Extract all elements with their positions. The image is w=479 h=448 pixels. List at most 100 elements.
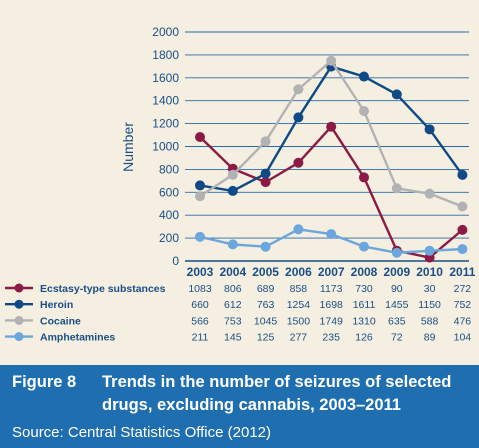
series-group xyxy=(195,61,468,196)
grid-lines xyxy=(185,31,469,262)
table-cell-value: 211 xyxy=(192,332,209,344)
y-tick-label: 1200 xyxy=(152,117,179,131)
legend-swatch-marker xyxy=(14,332,24,342)
table-cell-value: 476 xyxy=(454,315,472,327)
table-cell-value: 1455 xyxy=(385,299,409,311)
table-cell-value: 660 xyxy=(191,299,209,311)
data-point xyxy=(195,180,205,191)
x-tick-label: 2003 xyxy=(187,265,214,279)
table-cell-value: 566 xyxy=(191,315,209,327)
y-tick-label: 200 xyxy=(159,231,179,245)
table-cell-value: 235 xyxy=(322,332,340,344)
data-point xyxy=(293,157,304,168)
data-point xyxy=(195,131,205,142)
data-point xyxy=(359,71,369,82)
x-tick-label: 2011 xyxy=(449,265,475,279)
data-point xyxy=(260,177,271,188)
data-point xyxy=(326,121,337,132)
data-point xyxy=(195,191,205,202)
figure-caption: Figure 8 Trends in the number of seizures… xyxy=(0,365,479,448)
caption-line-1: Figure 8 Trends in the number of seizures… xyxy=(12,373,451,392)
y-axis-tick-labels: 0 200 400 600 800 1000 1200 1400 1600 1800 2000 xyxy=(152,25,179,268)
table-cell-value: 1611 xyxy=(353,299,376,311)
table-cell-value: 89 xyxy=(424,332,436,344)
data-point xyxy=(227,239,238,250)
data-point xyxy=(293,84,304,95)
table-cell-value: 730 xyxy=(355,283,373,295)
table-cell-value: 1254 xyxy=(287,299,311,311)
legend-label: Ecstasy-type substances xyxy=(40,283,166,295)
data-point xyxy=(227,185,238,196)
caption-title-line-2: drugs, excluding cannabis, 2003–2011 xyxy=(102,396,401,414)
data-point xyxy=(424,124,435,135)
data-point xyxy=(326,229,337,240)
data-point xyxy=(260,168,271,179)
data-point xyxy=(260,241,271,252)
y-tick-label: 1600 xyxy=(152,71,179,85)
x-tick-label: 2008 xyxy=(351,265,378,279)
y-tick-label: 0 xyxy=(172,254,179,268)
legend-label: Cocaine xyxy=(40,315,81,327)
legend-label: Amphetamines xyxy=(40,332,115,344)
data-point xyxy=(359,106,369,117)
table-cell-value: 753 xyxy=(224,315,242,327)
table-cell-value: 104 xyxy=(454,332,472,344)
table-cell-value: 1173 xyxy=(320,283,343,295)
table-cell-value: 272 xyxy=(454,283,472,295)
table-cell-value: 1698 xyxy=(320,299,344,311)
data-point xyxy=(391,89,402,100)
legend-row: Heroin 660 612 763 1254 1698 1611 1455 1150 752 xyxy=(5,299,471,311)
x-tick-label: 2009 xyxy=(383,265,410,279)
table-cell-value: 90 xyxy=(391,283,403,295)
y-tick-label: 600 xyxy=(159,185,179,199)
legend-data-table: Ecstasy-type substances 1083 806 689 858 1173… xyxy=(5,283,471,344)
legend-label: Heroin xyxy=(40,299,73,311)
table-cell-value: 858 xyxy=(290,283,308,295)
caption-title-line-1: Trends in the number of seizures of sele… xyxy=(102,373,452,391)
table-cell-value: 72 xyxy=(391,332,403,344)
y-tick-label: 2000 xyxy=(152,25,179,39)
series-group xyxy=(195,55,468,212)
x-tick-label: 2006 xyxy=(285,265,312,279)
data-point xyxy=(457,201,468,212)
legend-swatch-marker xyxy=(14,299,24,309)
data-point xyxy=(424,188,435,199)
table-cell-value: 612 xyxy=(224,299,242,311)
table-cell-value: 1500 xyxy=(287,315,311,327)
table-cell-value: 125 xyxy=(257,332,275,344)
data-point xyxy=(260,136,271,147)
table-cell-value: 30 xyxy=(424,283,436,295)
legend-row: Cocaine 566 753 1045 1500 1749 1310 635 588 476 xyxy=(5,315,471,327)
table-cell-value: 635 xyxy=(388,315,406,327)
data-point xyxy=(457,169,468,180)
x-axis-tick-labels: 2003 2004 2005 2006 2007 2008 2009 2010 2011 xyxy=(187,265,476,279)
legend-swatch-marker xyxy=(14,315,24,325)
data-point xyxy=(391,247,402,258)
data-point xyxy=(293,224,304,235)
table-cell-value: 752 xyxy=(454,299,472,311)
y-tick-label: 800 xyxy=(159,162,179,176)
data-point xyxy=(424,245,435,256)
data-point xyxy=(195,231,205,242)
data-point xyxy=(227,169,238,180)
data-point xyxy=(457,224,468,235)
y-tick-label: 400 xyxy=(159,208,179,222)
table-cell-value: 1045 xyxy=(254,315,278,327)
y-tick-label: 1800 xyxy=(152,48,179,62)
y-axis-label: Number xyxy=(120,122,136,172)
figure-label: Figure 8 xyxy=(12,373,77,391)
data-point xyxy=(457,244,468,255)
x-tick-label: 2004 xyxy=(219,265,246,279)
x-tick-label: 2005 xyxy=(252,265,279,279)
caption-source: Source: Central Statistics Office (2012) xyxy=(12,424,271,441)
x-tick-label: 2010 xyxy=(416,265,443,279)
data-point xyxy=(359,172,369,183)
data-point xyxy=(293,112,304,123)
legend-row: Ecstasy-type substances 1083 806 689 858 1173… xyxy=(5,283,471,295)
y-tick-label: 1000 xyxy=(152,140,179,154)
table-cell-value: 588 xyxy=(421,315,439,327)
legend-row: Amphetamines 211 145 125 277 235 126 72 89 104 xyxy=(5,332,471,344)
series-line xyxy=(199,59,463,208)
table-cell-value: 1749 xyxy=(320,315,344,327)
table-cell-value: 277 xyxy=(290,332,308,344)
